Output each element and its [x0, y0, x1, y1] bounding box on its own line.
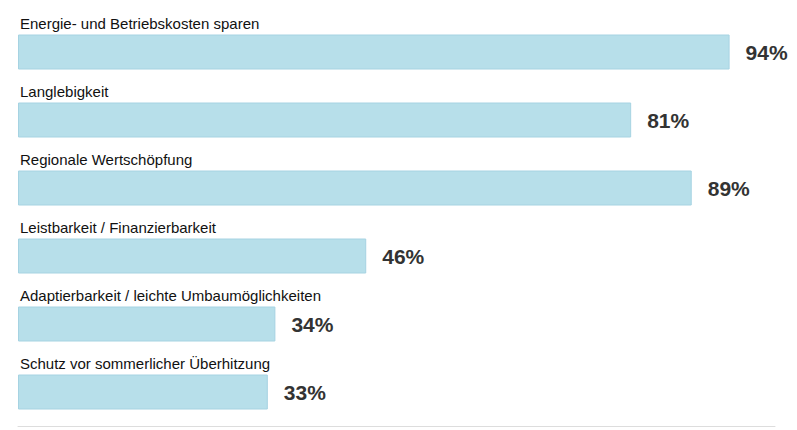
svg-text:89%: 89% — [708, 177, 750, 200]
svg-text:Langlebigkeit: Langlebigkeit — [20, 83, 109, 100]
svg-text:94%: 94% — [746, 41, 788, 64]
svg-text:Schutz vor sommerlicher Überhi: Schutz vor sommerlicher Überhitzung — [20, 355, 270, 372]
svg-text:Adaptierbarkeit / leichte Umba: Adaptierbarkeit / leichte Umbaumöglichke… — [20, 287, 321, 304]
svg-text:81%: 81% — [647, 109, 689, 132]
svg-text:46%: 46% — [382, 245, 424, 268]
svg-text:Regionale Wertschöpfung: Regionale Wertschöpfung — [20, 151, 192, 168]
svg-text:Leistbarkeit / Finanzierbarkei: Leistbarkeit / Finanzierbarkeit — [20, 219, 217, 236]
svg-text:Energie- und Betriebskosten sp: Energie- und Betriebskosten sparen — [20, 15, 259, 32]
svg-text:34%: 34% — [291, 313, 333, 336]
svg-text:33%: 33% — [284, 381, 326, 404]
